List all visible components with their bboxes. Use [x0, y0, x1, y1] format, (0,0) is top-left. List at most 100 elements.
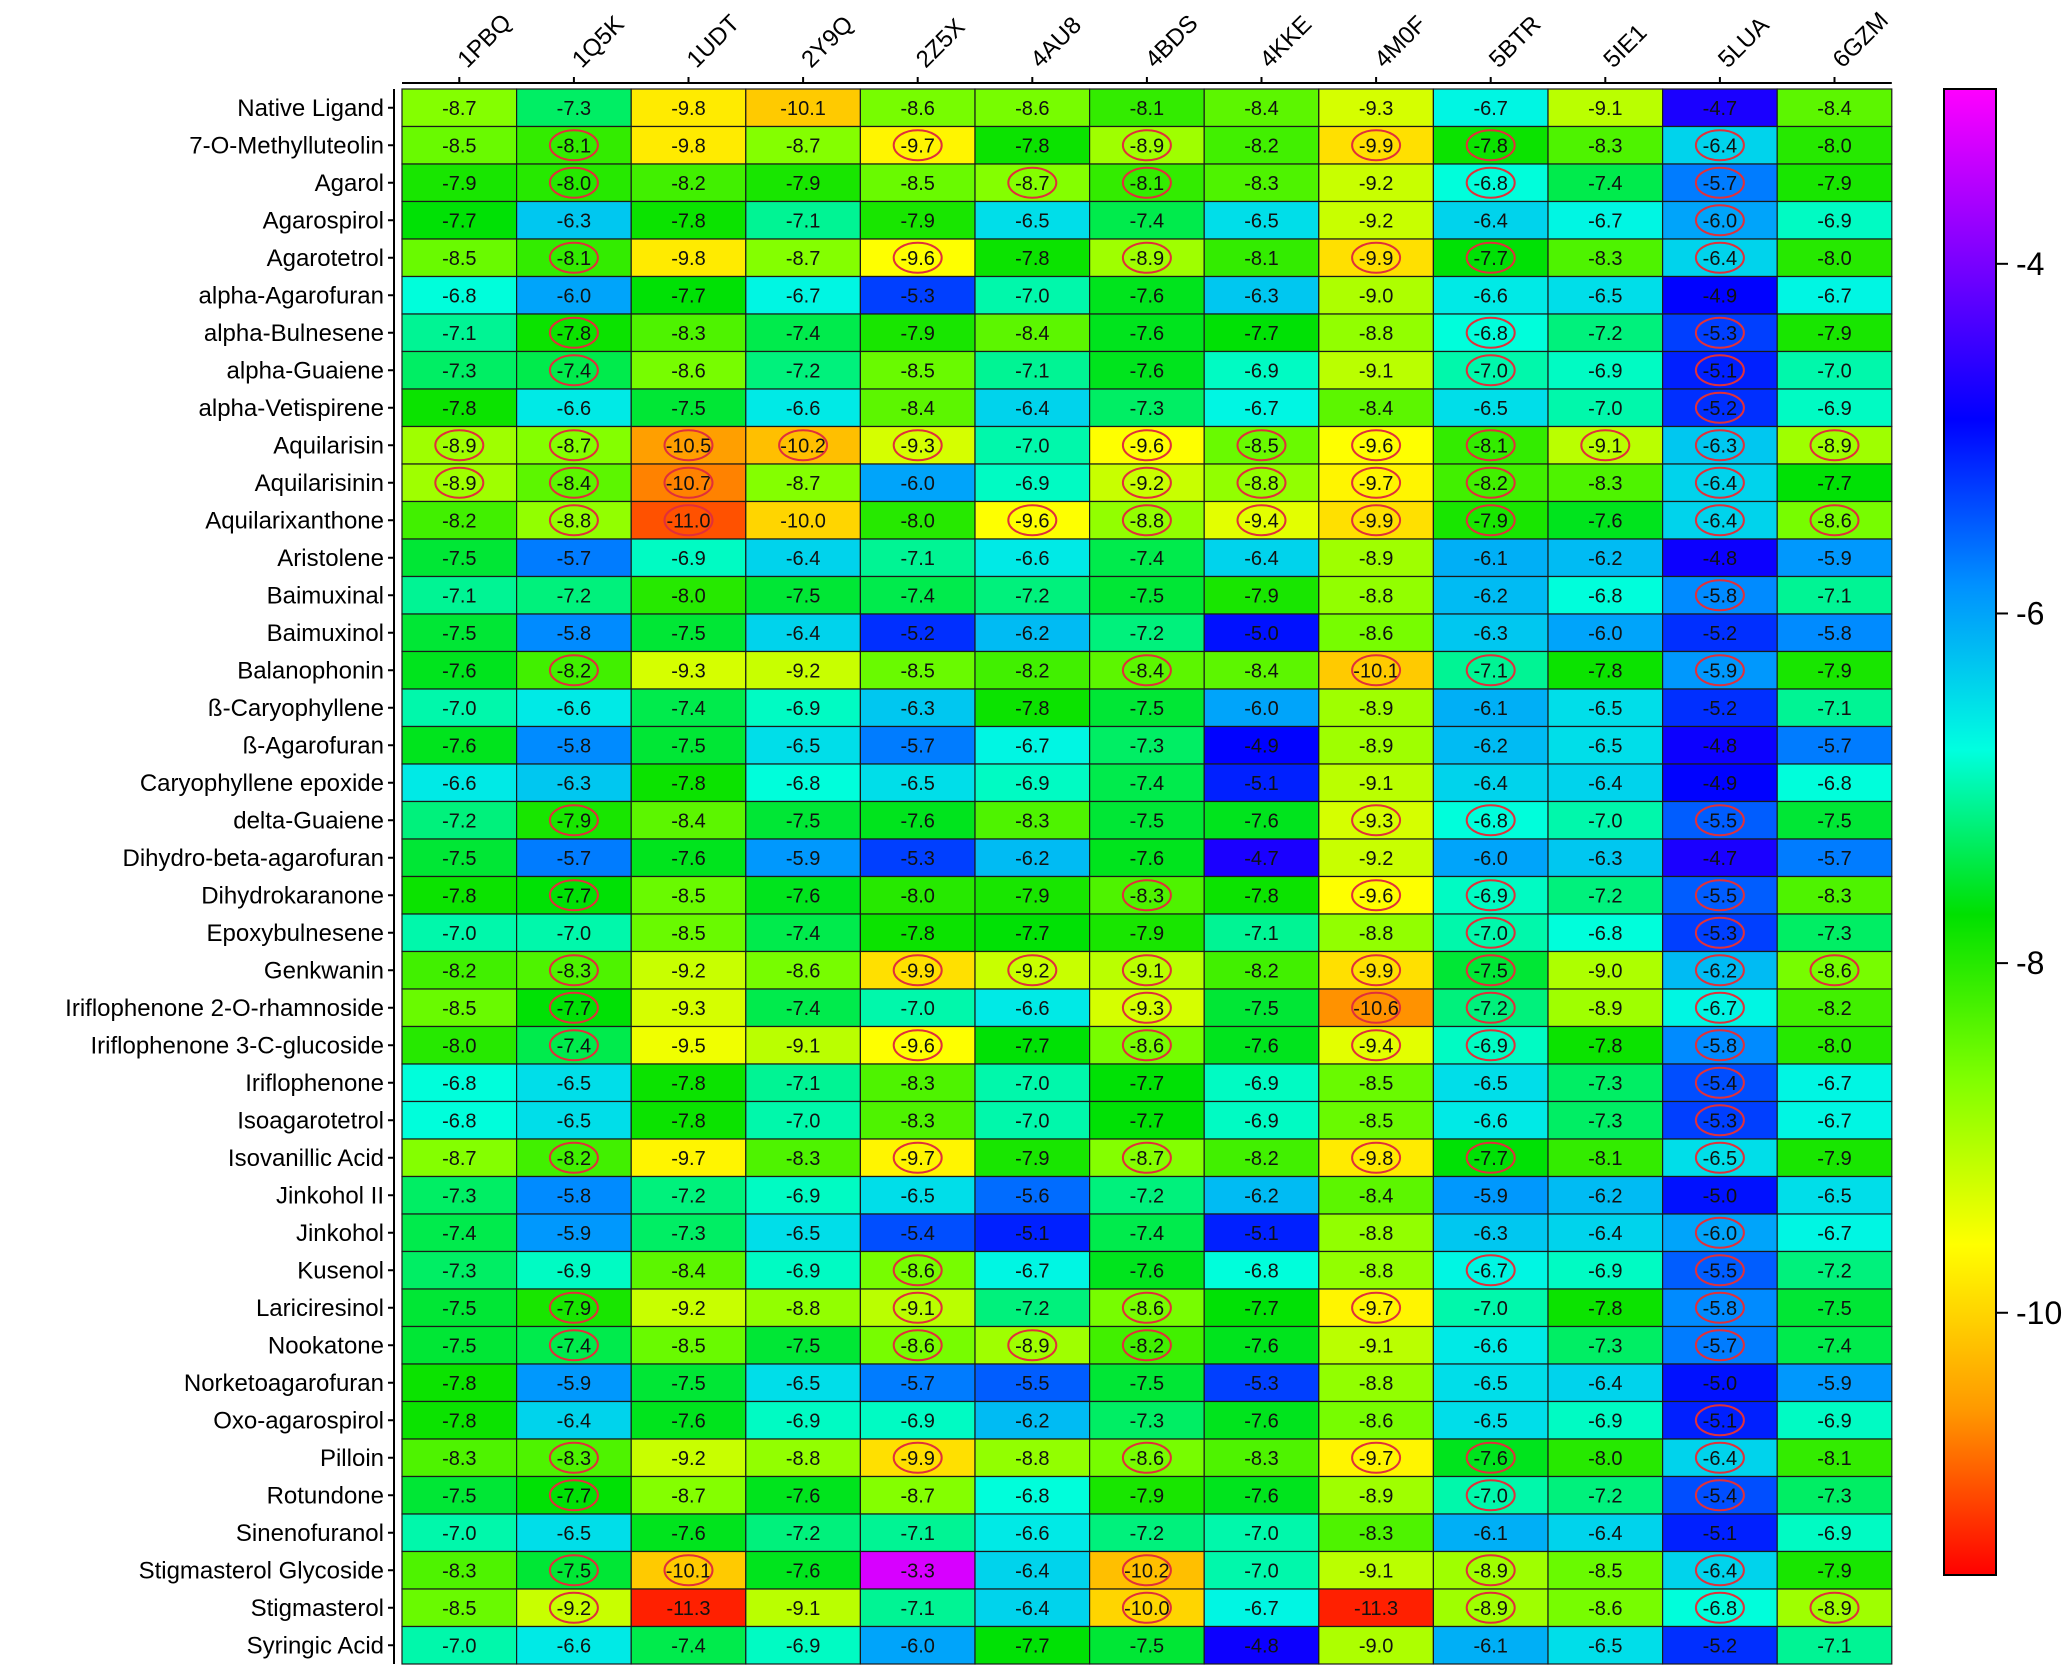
- highlight-circle: [1694, 879, 1745, 912]
- highlight-circle: [892, 429, 943, 462]
- cell-value-label: -7.3: [1130, 735, 1164, 757]
- cell-value-label: -7.5: [557, 1560, 591, 1582]
- heatmap-cell: [974, 988, 1091, 1028]
- heatmap-cell: [1547, 238, 1664, 278]
- cell-value-label: -7.8: [442, 1373, 476, 1395]
- row-label: Stigmasterol Glycoside: [139, 1557, 384, 1584]
- cell-value-label: -7.7: [1473, 1148, 1507, 1170]
- cell-value-label: -7.0: [442, 923, 476, 945]
- heatmap-cell: [745, 1625, 861, 1665]
- cell-value-label: -10.0: [1124, 1598, 1170, 1620]
- cell-value-label: -7.0: [1817, 360, 1851, 382]
- cell-value-label: -6.3: [557, 773, 591, 795]
- row-label: Native Ligand: [237, 95, 384, 122]
- heatmap-cell: [1432, 650, 1549, 690]
- cell-value-label: -8.3: [1244, 173, 1278, 195]
- cell-value-label: -7.9: [1817, 323, 1851, 345]
- cell-value-label: -6.9: [1015, 473, 1049, 495]
- cell-value-label: -8.9: [1359, 698, 1393, 720]
- cell-value-label: -7.7: [1130, 1073, 1164, 1095]
- heatmap-cell: [515, 463, 632, 503]
- cell-value-label: -11.3: [666, 1598, 710, 1620]
- cell-value-label: -4.7: [1244, 848, 1278, 870]
- cell-value-label: -6.6: [786, 398, 820, 420]
- cell-value-label: -5.7: [557, 548, 591, 570]
- heatmap-cell: [859, 238, 976, 278]
- cell-value-label: -6.5: [900, 773, 934, 795]
- highlight-circle: [1351, 654, 1402, 687]
- heatmap-cell: [1776, 1025, 1893, 1065]
- highlight-circle: [1694, 204, 1745, 237]
- cell-value-label: -8.3: [1359, 1523, 1393, 1545]
- cell-value-label: -6.2: [1588, 1185, 1622, 1207]
- cell-value-label: -10.7: [666, 473, 712, 495]
- cell-value-label: -8.4: [1817, 98, 1851, 120]
- cell-value-label: -7.9: [1244, 585, 1278, 607]
- cell-value-label: -7.2: [1473, 998, 1507, 1020]
- cell-value-label: -8.5: [442, 998, 476, 1020]
- colorbar-tick-label: -4: [2016, 246, 2044, 282]
- heatmap-cell: [1318, 500, 1435, 540]
- heatmap-cell: [1661, 275, 1778, 315]
- highlight-circle: [1694, 1479, 1745, 1512]
- highlight-circle: [1121, 1029, 1172, 1062]
- cell-value-label: -8.4: [900, 398, 934, 420]
- cell-value-label: -6.0: [1244, 698, 1278, 720]
- heatmap-cell: [1661, 463, 1778, 503]
- highlight-circle: [892, 1029, 943, 1062]
- heatmap-cell: [1203, 1250, 1320, 1290]
- heatmap-cell: [1776, 1550, 1893, 1590]
- heatmap-cell: [1088, 1475, 1205, 1515]
- cell-value-label: -6.3: [1588, 848, 1622, 870]
- cell-value-label: -7.2: [1588, 1485, 1622, 1507]
- heatmap-cell: [1776, 388, 1893, 428]
- row-label: ß-Caryophyllene: [208, 695, 384, 722]
- heatmap-cell: [1547, 650, 1664, 690]
- cell-value-label: -9.7: [900, 135, 934, 157]
- cell-value-label: -8.0: [1817, 135, 1851, 157]
- heatmap-cell: [515, 1588, 632, 1628]
- cell-value-label: -7.6: [786, 885, 820, 907]
- cell-value-label: -6.9: [1588, 360, 1622, 382]
- cell-value-label: -9.9: [1359, 960, 1393, 982]
- heatmap-cell: [515, 538, 632, 578]
- highlight-circle: [548, 879, 599, 912]
- highlight-circle: [548, 1479, 599, 1512]
- cell-value-label: -6.9: [786, 1410, 820, 1432]
- highlight-circle: [1694, 1291, 1745, 1324]
- heatmap-cell: [859, 1325, 976, 1365]
- cell-value-label: -8.4: [671, 1260, 705, 1282]
- row-label: Agarol: [315, 170, 384, 197]
- cell-value-label: -8.3: [442, 1560, 476, 1582]
- heatmap-cell: [515, 1025, 632, 1065]
- cell-value-label: -6.5: [1588, 735, 1622, 757]
- heatmap-cell: [745, 350, 861, 390]
- heatmap-cell: [745, 500, 861, 540]
- heatmap-cell: [1318, 838, 1435, 878]
- cell-value-label: -9.6: [900, 1035, 934, 1057]
- cell-value-label: -5.8: [557, 623, 591, 645]
- row-label: Aquilarisin: [273, 432, 384, 459]
- heatmap-cell: [515, 763, 632, 803]
- cell-value-label: -6.9: [1244, 1110, 1278, 1132]
- highlight-circle: [1465, 1479, 1516, 1512]
- heatmap-cell: [974, 913, 1091, 953]
- heatmap-cell: [630, 1588, 747, 1628]
- cell-value-label: -7.2: [1130, 623, 1164, 645]
- row-label: Nookatone: [268, 1332, 384, 1359]
- heatmap-cell: [1547, 950, 1664, 990]
- heatmap-cell: [1318, 1550, 1435, 1590]
- cell-value-label: -6.2: [1473, 585, 1507, 607]
- cell-value-label: -7.1: [1817, 698, 1851, 720]
- highlight-circle: [1465, 166, 1516, 199]
- cell-value-label: -5.5: [1015, 1373, 1049, 1395]
- cell-value-label: -9.2: [671, 1298, 705, 1320]
- highlight-circle: [548, 991, 599, 1024]
- row-label: Isovanillic Acid: [228, 1145, 384, 1172]
- heatmap-cell: [1318, 1400, 1435, 1440]
- heatmap-cell: [1547, 1063, 1664, 1103]
- cell-value-label: -7.0: [442, 1635, 476, 1657]
- cell-value-label: -6.7: [1473, 98, 1507, 120]
- cell-value-label: -7.8: [442, 885, 476, 907]
- cell-value-label: -8.5: [671, 923, 705, 945]
